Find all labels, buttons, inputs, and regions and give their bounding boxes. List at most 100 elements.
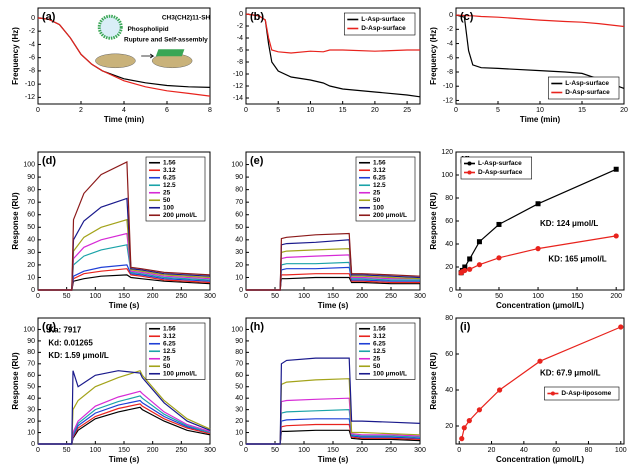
x-tick-label: 25 — [403, 107, 411, 114]
vesicle — [97, 14, 123, 40]
legend-label: 3.12 — [373, 333, 386, 340]
y-axis-label: Frequency (Hz) — [429, 27, 438, 85]
marker — [476, 239, 482, 245]
panel: 0 5 10 15 20 25 0 -2 -4 -6 -8 -10 -12 -14 (b) L-Asp-sur… — [233, 7, 421, 114]
y-tick-label: 80 — [27, 349, 35, 356]
x-tick-label: 20 — [371, 107, 379, 114]
x-tick-label: 0 — [244, 293, 248, 300]
series-line — [246, 254, 420, 291]
y-tick-label: 0 — [449, 12, 453, 19]
y-tick-label: 20 — [235, 262, 243, 269]
legend-marker — [550, 391, 555, 396]
legend-label: 100 μmol/L — [163, 370, 197, 377]
y-tick-label: 10 — [27, 429, 35, 436]
y-tick-label: 30 — [27, 406, 35, 413]
x-axis-label: Time (min) — [104, 115, 145, 124]
panel-label: (h) — [250, 321, 264, 333]
x-tick-label: 40 — [520, 447, 528, 454]
annotation: KD: 1.59 μmol/L — [48, 351, 109, 360]
y-tick-label: 120 — [441, 149, 453, 156]
legend-label: 12.5 — [163, 348, 176, 355]
y-tick-label: 0 — [239, 441, 243, 448]
legend: D-Asp-liposome — [544, 386, 620, 401]
x-tick-label: 5 — [496, 107, 500, 114]
annotation: KD: 165 μmol/L — [548, 255, 606, 264]
x-tick-label: 150 — [118, 447, 130, 454]
series-line — [38, 390, 211, 445]
bilayer — [155, 49, 185, 57]
marker — [459, 436, 465, 442]
y-tick-label: 100 — [231, 161, 243, 168]
x-tick-label: 4 — [122, 107, 126, 114]
series-line — [37, 17, 211, 97]
legend-label: 3.12 — [163, 333, 176, 340]
y-tick-label: 50 — [27, 384, 35, 391]
y-tick-label: 100 — [23, 326, 35, 333]
x-tick-label: 100 — [89, 293, 101, 300]
y-tick-label: 70 — [27, 361, 35, 368]
legend-label: 25 — [163, 189, 171, 196]
series-line — [246, 357, 421, 445]
marker — [497, 387, 503, 393]
legend-label: 1.56 — [373, 325, 386, 332]
legend-label: D-Asp-surface — [478, 169, 523, 176]
legend-label: D-Asp-surface — [565, 89, 610, 96]
annotation: Kd: 0.01265 — [48, 338, 93, 347]
legend-marker — [467, 161, 472, 166]
x-tick-label: 0 — [36, 293, 40, 300]
x-tick-label: 6 — [165, 107, 169, 114]
panel: 0 2 4 6 8 0 -2 -4 -6 -8 -10 -12 Time (min) Frequency … — [11, 7, 212, 124]
x-tick-label: 100 — [615, 447, 627, 454]
legend-label: 100 μmol/L — [373, 370, 407, 377]
x-tick-label: 20 — [620, 107, 628, 114]
legend: L-Asp-surface D-Asp-surface — [547, 76, 620, 100]
legend-label: 50 — [373, 197, 381, 204]
y-tick-label: -4 — [447, 40, 453, 47]
series-line — [461, 326, 622, 439]
marker — [461, 425, 467, 431]
arrow — [141, 53, 155, 59]
annotation: Ka: 7917 — [48, 326, 81, 335]
x-axis-label: Time (s) — [109, 301, 140, 310]
y-tick-label: 30 — [235, 406, 243, 413]
series-line — [245, 13, 420, 54]
y-tick-label: 90 — [27, 174, 35, 181]
x-tick-label: 50 — [63, 293, 71, 300]
legend-box — [355, 156, 416, 222]
x-tick-label: 10 — [307, 107, 315, 114]
x-tick-label: 150 — [327, 293, 339, 300]
x-tick-label: 200 — [147, 293, 159, 300]
series-line — [455, 14, 625, 28]
x-tick-label: 100 — [89, 447, 101, 454]
y-tick-label: -10 — [233, 71, 243, 78]
x-tick-label: 200 — [356, 447, 368, 454]
series-line — [38, 161, 211, 291]
y-tick-label: -12 — [233, 83, 243, 90]
y-tick-label: 20 — [27, 418, 35, 425]
legend-label: 6.25 — [163, 174, 176, 181]
y-axis-label: Response (RU) — [11, 352, 20, 410]
y-tick-label: 40 — [235, 395, 243, 402]
x-tick-label: 150 — [571, 293, 583, 300]
series-line — [37, 17, 211, 88]
legend-marker — [467, 170, 472, 175]
legend-label: 50 — [373, 363, 381, 370]
legend-label: 1.56 — [163, 325, 176, 332]
y-tick-label: 80 — [235, 186, 243, 193]
x-tick-label: 0 — [244, 107, 248, 114]
panel-label: (a) — [42, 11, 56, 23]
y-tick-label: -8 — [237, 59, 243, 66]
legend-label: D-Asp-surface — [361, 25, 406, 32]
annotation: CH3(CH2)11-SH — [162, 14, 211, 21]
x-tick-label: 200 — [610, 293, 622, 300]
y-tick-label: -2 — [447, 26, 453, 33]
x-axis-label: Time (s) — [318, 455, 349, 464]
legend-label: 6.25 — [373, 174, 386, 181]
x-tick-label: 250 — [385, 447, 397, 454]
panel-label: (e) — [250, 155, 264, 167]
x-axis-label: Time (s) — [109, 455, 140, 464]
legend-label: 12.5 — [373, 348, 386, 355]
y-tick-label: -14 — [233, 95, 243, 102]
